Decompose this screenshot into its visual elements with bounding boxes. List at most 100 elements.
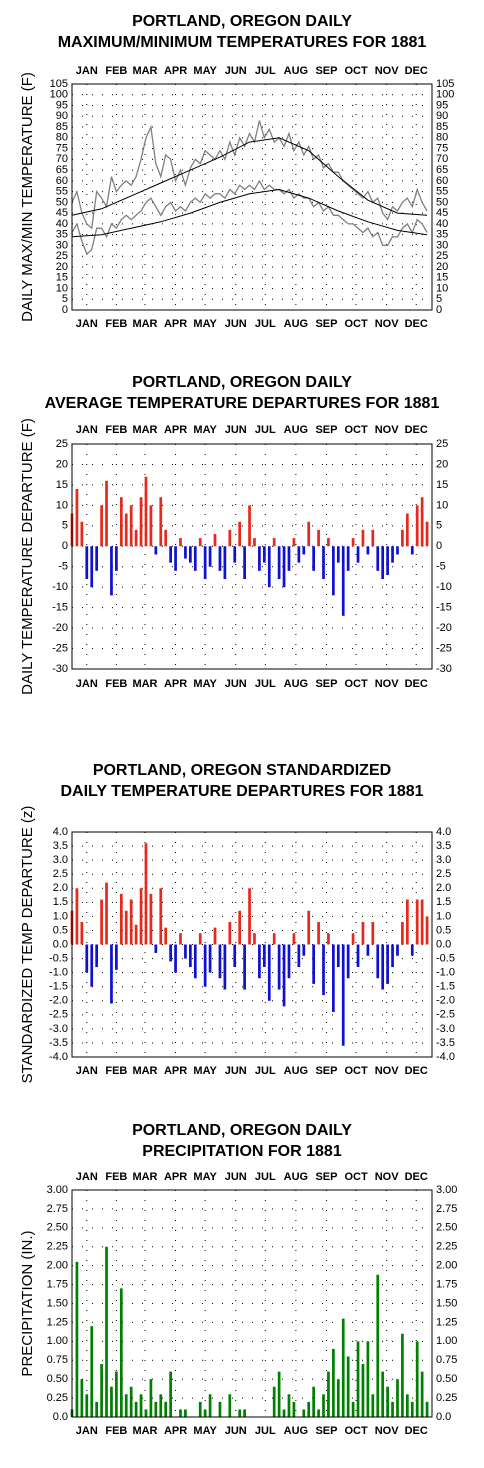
month-label: OCT (344, 424, 368, 436)
y-tick-label: 50 (436, 196, 448, 208)
y-tick-label: -3.5 (436, 1037, 455, 1049)
bar (238, 910, 242, 945)
bar (134, 924, 138, 945)
bar (203, 1409, 207, 1417)
bar (90, 1326, 94, 1417)
bar (327, 1371, 330, 1417)
y-tick-label: 1.50 (47, 1297, 68, 1309)
y-tick-label: 80 (436, 132, 448, 144)
y-tick-label: -10 (52, 581, 68, 593)
bar (110, 1386, 113, 1417)
month-label: SEP (315, 65, 337, 77)
month-label: APR (164, 1065, 187, 1077)
bar (351, 933, 355, 945)
y-tick-label: -5 (436, 561, 446, 573)
y-tick-label: 45 (56, 207, 68, 219)
bar (174, 546, 177, 571)
bar (302, 944, 306, 956)
month-label: SEP (315, 318, 337, 330)
y-tick-label: -0.5 (436, 952, 455, 964)
chart-title: AVERAGE TEMPERATURE DEPARTURES FOR 1881 (45, 395, 440, 412)
y-tick-label: 0.75 (436, 1354, 457, 1366)
bar (179, 538, 182, 547)
month-label: NOV (375, 318, 400, 330)
y-tick-label: -15 (436, 602, 452, 614)
month-label: FEB (105, 318, 127, 330)
month-label: DEC (405, 65, 428, 77)
month-label: JUL (255, 1065, 276, 1077)
y-tick-label: 40 (56, 218, 68, 230)
y-tick-label: 5 (436, 520, 442, 532)
y-tick-label: 65 (436, 164, 448, 176)
bar (75, 489, 79, 547)
bar (105, 1246, 108, 1417)
bar (405, 899, 409, 945)
bar (396, 1379, 399, 1417)
y-tick-label: 80 (56, 132, 68, 144)
bar (410, 546, 414, 555)
bar (366, 1341, 370, 1417)
y-tick-label: 10 (436, 282, 448, 294)
chart-title: DAILY TEMPERATURE DEPARTURES FOR 1881 (60, 783, 423, 800)
bar (213, 927, 217, 945)
y-tick-label: 20 (56, 458, 68, 470)
month-label: FEB (105, 424, 127, 436)
y-tick-label: 0.0 (53, 1411, 68, 1423)
y-tick-label: 2.75 (436, 1203, 457, 1215)
y-tick-label: 1.25 (436, 1316, 457, 1328)
y-tick-label: 0.0 (436, 938, 451, 950)
y-tick-label: 3.00 (47, 1184, 68, 1196)
bar (292, 933, 296, 945)
y-tick-label: 2.00 (47, 1260, 68, 1272)
bar (267, 546, 271, 588)
month-label: MAY (193, 65, 217, 77)
y-axis-label: DAILY MAX/MIN TEMPERATURE (F) (19, 72, 36, 322)
bar (376, 546, 380, 571)
y-tick-label: 3.0 (436, 854, 451, 866)
bar (425, 916, 429, 945)
bar (401, 1333, 404, 1417)
month-label: OCT (344, 318, 368, 330)
y-tick-label: 2.00 (436, 1260, 457, 1272)
month-label: OCT (344, 1171, 368, 1183)
bar (292, 538, 296, 547)
bar (159, 497, 163, 547)
y-tick-label: 0.75 (47, 1354, 68, 1366)
bar (272, 538, 276, 547)
y-tick-label: 2.0 (53, 882, 68, 894)
y-tick-label: 15 (56, 272, 68, 284)
bar (105, 882, 108, 945)
month-label: NOV (375, 65, 400, 77)
y-tick-label: 0.5 (53, 924, 68, 936)
bar (287, 546, 291, 571)
bar (420, 899, 424, 945)
bar (361, 1364, 365, 1417)
month-label: SEP (315, 1425, 337, 1437)
bar (302, 546, 306, 555)
month-label: DEC (405, 318, 428, 330)
bar (179, 1409, 182, 1417)
data-line (71, 120, 428, 230)
month-label: MAY (193, 1065, 217, 1077)
bar (90, 944, 94, 987)
y-axis-label: DAILY TEMPERATURE DEPARTURE (F) (19, 418, 36, 695)
month-label: APR (164, 678, 187, 690)
month-label: MAR (132, 1425, 157, 1437)
bar (327, 933, 330, 945)
bar (85, 546, 89, 579)
bar (95, 546, 99, 571)
bar (124, 1394, 128, 1417)
bar (159, 1394, 163, 1417)
bar (371, 1394, 375, 1417)
y-tick-label: 1.25 (47, 1316, 68, 1328)
y-tick-label: 5 (62, 293, 68, 305)
bar (327, 538, 330, 547)
bar (233, 944, 237, 967)
y-tick-label: -10 (436, 581, 452, 593)
y-tick-label: -30 (52, 663, 68, 675)
y-tick-label: 25 (56, 250, 68, 262)
y-tick-label: 75 (436, 142, 448, 154)
bar (169, 546, 172, 563)
y-tick-label: -4.0 (436, 1051, 455, 1063)
